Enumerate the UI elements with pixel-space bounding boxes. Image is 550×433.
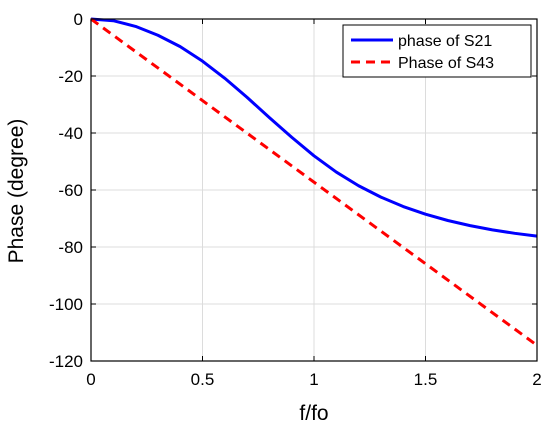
- x-tick-label: 2: [532, 370, 541, 389]
- y-tick-label: -20: [58, 67, 83, 86]
- x-tick-label: 1: [309, 370, 318, 389]
- y-tick-label: -120: [49, 352, 83, 371]
- grid: [90, 18, 538, 362]
- x-tick-label: 0: [86, 370, 95, 389]
- y-tick-label: -80: [58, 238, 83, 257]
- series-line-s43: [90, 17, 538, 347]
- y-tick-label: -40: [58, 124, 83, 143]
- legend-label-s43: Phase of S43: [398, 55, 494, 72]
- y-tick-label: -60: [58, 181, 83, 200]
- x-tick-label: 0.5: [191, 370, 215, 389]
- legend: phase of S21 Phase of S43: [342, 24, 532, 78]
- legend-box: [342, 24, 532, 78]
- tick-labels: 0 0.5 1 1.5 2 0 -20 -40 -60 -80 -100 -120: [49, 10, 542, 389]
- series-lines: [90, 17, 538, 347]
- tick-marks: [90, 18, 538, 362]
- y-tick-label: -100: [49, 295, 83, 314]
- x-axis-title: f/fo: [299, 402, 328, 425]
- y-axis-title: Phase (degree): [5, 119, 28, 264]
- legend-label-s21: phase of S21: [398, 33, 492, 50]
- x-tick-label: 1.5: [414, 370, 438, 389]
- y-tick-label: 0: [74, 10, 83, 29]
- series-line-s21: [90, 17, 538, 238]
